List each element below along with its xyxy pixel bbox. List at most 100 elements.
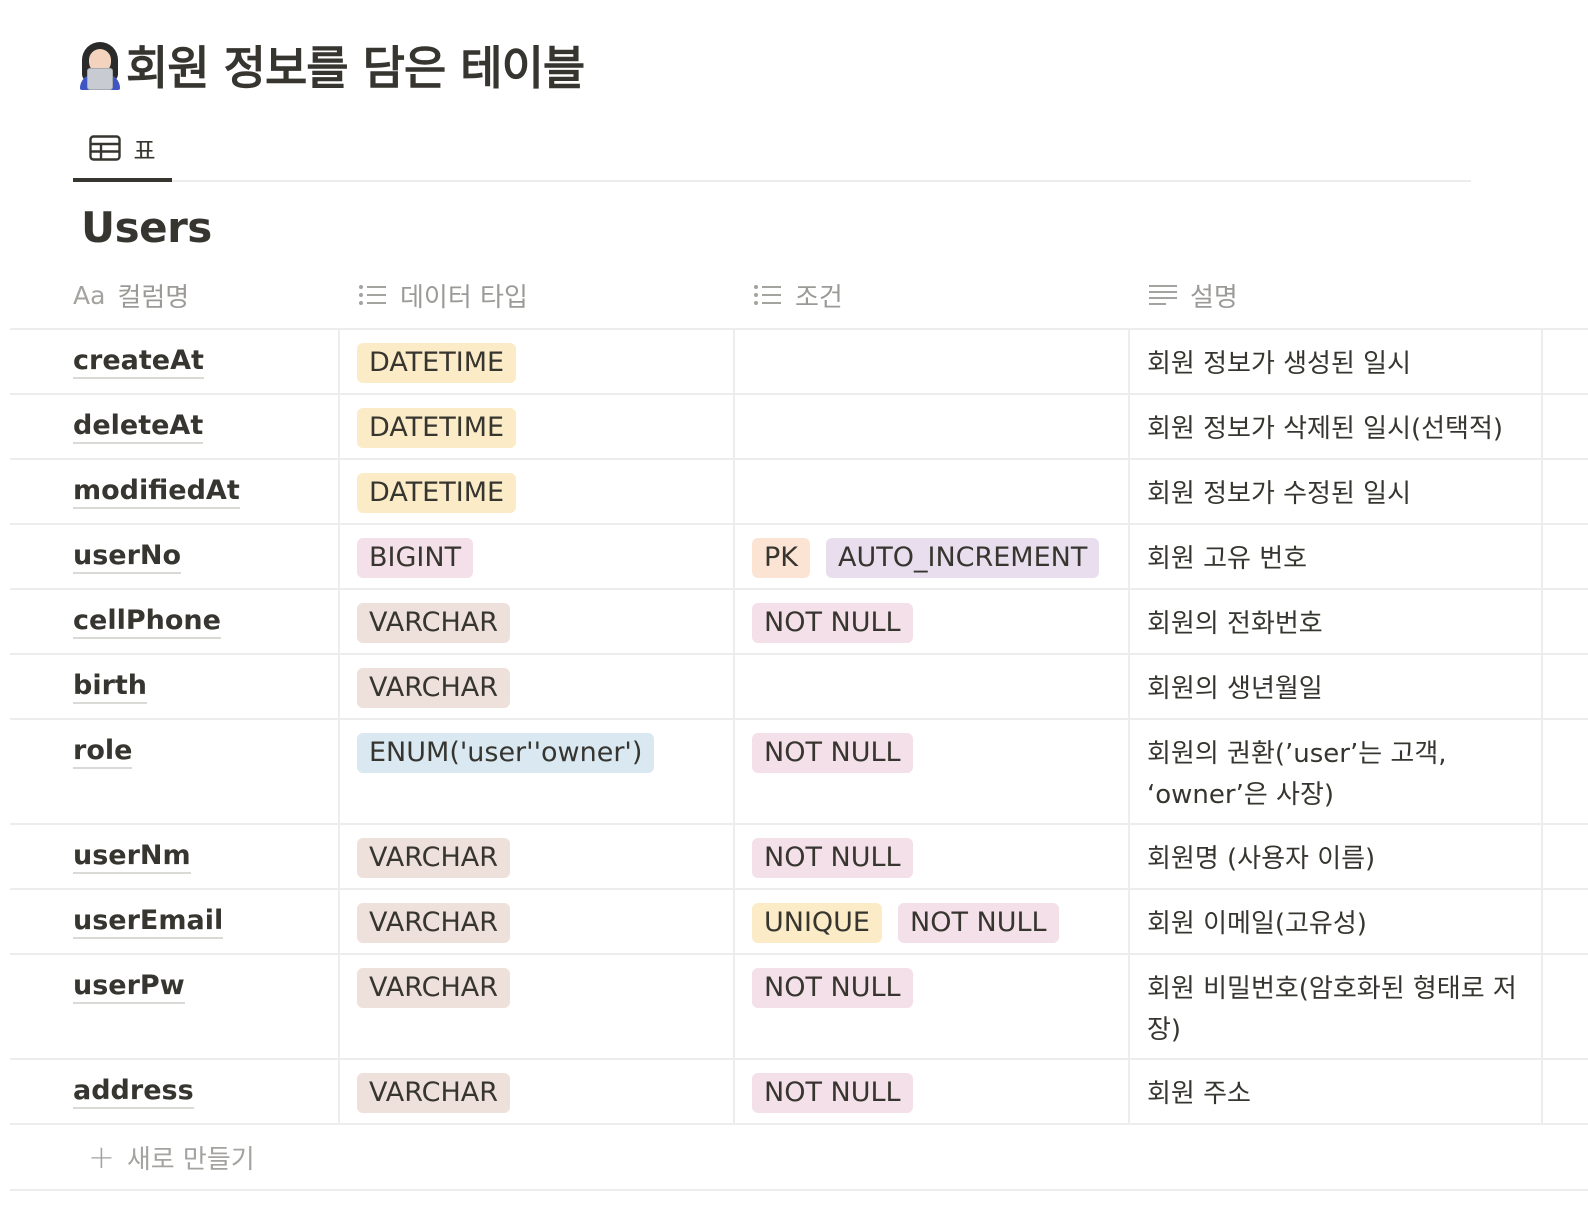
cell-data-type[interactable]: DATETIME: [340, 460, 735, 523]
cell-condition[interactable]: NOT NULL: [735, 1060, 1130, 1123]
cell-description[interactable]: 회원명 (사용자 이름): [1130, 825, 1543, 888]
cell-hidden-column[interactable]: [1543, 525, 1588, 588]
cell-description[interactable]: 회원 정보가 생성된 일시: [1130, 330, 1543, 393]
cell-description[interactable]: 회원의 생년월일: [1130, 655, 1543, 718]
cell-column-name[interactable]: address: [10, 1060, 340, 1123]
plus-icon: +: [88, 1138, 115, 1176]
row-title-link[interactable]: createAt: [73, 346, 204, 379]
row-title-link[interactable]: address: [73, 1076, 194, 1109]
database-title[interactable]: Users: [81, 203, 212, 252]
column-header-description[interactable]: 설명: [1148, 262, 1238, 328]
table-row[interactable]: modifiedAt DATETIME 회원 정보가 수정된 일시: [10, 460, 1588, 525]
column-header-data-type[interactable]: 데이터 타입: [358, 262, 528, 328]
column-header-label: 데이터 타입: [400, 282, 528, 313]
table-row[interactable]: deleteAt DATETIME 회원 정보가 삭제된 일시(선택적): [10, 395, 1588, 460]
cell-description[interactable]: 회원 주소: [1130, 1060, 1543, 1123]
cell-hidden-column[interactable]: [1543, 330, 1588, 393]
cell-hidden-column[interactable]: [1543, 655, 1588, 718]
row-title-link[interactable]: role: [73, 736, 133, 769]
tab-table-view[interactable]: 표: [73, 118, 172, 182]
table-row[interactable]: role ENUM('user''owner') NOT NULL 회원의 권환(’u…: [10, 720, 1588, 825]
cell-column-name[interactable]: createAt: [10, 330, 340, 393]
cell-hidden-column[interactable]: [1543, 395, 1588, 458]
title-property-icon: Aa: [73, 280, 106, 310]
table-row[interactable]: birth VARCHAR 회원의 생년월일: [10, 655, 1588, 720]
cell-column-name[interactable]: birth: [10, 655, 340, 718]
database-table: Aa 컬럼명 데이터 타입 조건: [10, 262, 1588, 1191]
cell-data-type[interactable]: VARCHAR: [340, 955, 735, 1058]
table-row[interactable]: createAt DATETIME 회원 정보가 생성된 일시: [10, 330, 1588, 395]
description-text: 회원명 (사용자 이름): [1147, 844, 1376, 874]
table-row[interactable]: address VARCHAR NOT NULL 회원 주소: [10, 1060, 1588, 1125]
column-header-label: 컬럼명: [117, 282, 190, 313]
cell-column-name[interactable]: userNo: [10, 525, 340, 588]
table-row[interactable]: cellPhone VARCHAR NOT NULL 회원의 전화번호: [10, 590, 1588, 655]
cell-condition[interactable]: NOT NULL: [735, 955, 1130, 1058]
cell-condition[interactable]: PK AUTO_INCREMENT: [735, 525, 1130, 588]
new-row-button[interactable]: + 새로 만들기: [10, 1125, 1588, 1191]
description-text: 회원의 권환(’user’는 고객, ‘owner’은 사장): [1147, 739, 1447, 810]
cell-data-type[interactable]: VARCHAR: [340, 590, 735, 653]
cell-description[interactable]: 회원 정보가 수정된 일시: [1130, 460, 1543, 523]
type-tag: VARCHAR: [357, 1073, 511, 1113]
cell-data-type[interactable]: VARCHAR: [340, 825, 735, 888]
cell-condition[interactable]: [735, 460, 1130, 523]
type-tag: ENUM('user''owner'): [357, 733, 655, 773]
cell-hidden-column[interactable]: [1543, 955, 1588, 1058]
cell-condition[interactable]: [735, 655, 1130, 718]
cell-column-name[interactable]: role: [10, 720, 340, 823]
cell-condition[interactable]: NOT NULL: [735, 590, 1130, 653]
condition-tag: AUTO_INCREMENT: [826, 538, 1100, 578]
woman-technologist-icon[interactable]: [78, 40, 122, 90]
cell-hidden-column[interactable]: [1543, 890, 1588, 953]
cell-column-name[interactable]: userEmail: [10, 890, 340, 953]
row-title-link[interactable]: userPw: [73, 971, 185, 1004]
cell-column-name[interactable]: deleteAt: [10, 395, 340, 458]
cell-data-type[interactable]: VARCHAR: [340, 655, 735, 718]
description-text: 회원 정보가 삭제된 일시(선택적): [1147, 414, 1504, 444]
cell-hidden-column[interactable]: [1543, 1060, 1588, 1123]
table-header: Aa 컬럼명 데이터 타입 조건: [10, 262, 1588, 330]
cell-hidden-column[interactable]: [1543, 825, 1588, 888]
type-tag: VARCHAR: [357, 603, 511, 643]
cell-data-type[interactable]: VARCHAR: [340, 890, 735, 953]
row-title-link[interactable]: birth: [73, 671, 148, 704]
row-title-link[interactable]: deleteAt: [73, 411, 204, 444]
table-row[interactable]: userEmail VARCHAR UNIQUE NOT NULL 회원 이메일(고유성…: [10, 890, 1588, 955]
row-title-link[interactable]: userNm: [73, 841, 191, 874]
row-title-link[interactable]: userNo: [73, 541, 182, 574]
cell-column-name[interactable]: userNm: [10, 825, 340, 888]
description-text: 회원 정보가 수정된 일시: [1147, 479, 1411, 509]
cell-data-type[interactable]: VARCHAR: [340, 1060, 735, 1123]
cell-data-type[interactable]: ENUM('user''owner'): [340, 720, 735, 823]
cell-description[interactable]: 회원 정보가 삭제된 일시(선택적): [1130, 395, 1543, 458]
cell-condition[interactable]: NOT NULL: [735, 825, 1130, 888]
cell-column-name[interactable]: cellPhone: [10, 590, 340, 653]
cell-description[interactable]: 회원 고유 번호: [1130, 525, 1543, 588]
row-title-link[interactable]: userEmail: [73, 906, 224, 939]
cell-hidden-column[interactable]: [1543, 460, 1588, 523]
table-row[interactable]: userNo BIGINT PK AUTO_INCREMENT 회원 고유 번호: [10, 525, 1588, 590]
cell-hidden-column[interactable]: [1543, 720, 1588, 823]
table-row[interactable]: userNm VARCHAR NOT NULL 회원명 (사용자 이름): [10, 825, 1588, 890]
cell-column-name[interactable]: userPw: [10, 955, 340, 1058]
cell-description[interactable]: 회원 이메일(고유성): [1130, 890, 1543, 953]
cell-condition[interactable]: [735, 330, 1130, 393]
cell-condition[interactable]: [735, 395, 1130, 458]
cell-data-type[interactable]: DATETIME: [340, 395, 735, 458]
page-title-text[interactable]: 회원 정보를 담은 테이블: [126, 41, 585, 95]
cell-column-name[interactable]: modifiedAt: [10, 460, 340, 523]
table-row[interactable]: userPw VARCHAR NOT NULL 회원 비밀번호(암호화된 형태로 저장…: [10, 955, 1588, 1060]
row-title-link[interactable]: cellPhone: [73, 606, 221, 639]
cell-description[interactable]: 회원의 권환(’user’는 고객, ‘owner’은 사장): [1130, 720, 1543, 823]
cell-data-type[interactable]: DATETIME: [340, 330, 735, 393]
cell-description[interactable]: 회원의 전화번호: [1130, 590, 1543, 653]
cell-condition[interactable]: NOT NULL: [735, 720, 1130, 823]
cell-data-type[interactable]: BIGINT: [340, 525, 735, 588]
column-header-condition[interactable]: 조건: [753, 262, 843, 328]
row-title-link[interactable]: modifiedAt: [73, 476, 240, 509]
cell-hidden-column[interactable]: [1543, 590, 1588, 653]
cell-condition[interactable]: UNIQUE NOT NULL: [735, 890, 1130, 953]
column-header-name[interactable]: Aa 컬럼명: [73, 262, 189, 328]
cell-description[interactable]: 회원 비밀번호(암호화된 형태로 저장): [1130, 955, 1543, 1058]
